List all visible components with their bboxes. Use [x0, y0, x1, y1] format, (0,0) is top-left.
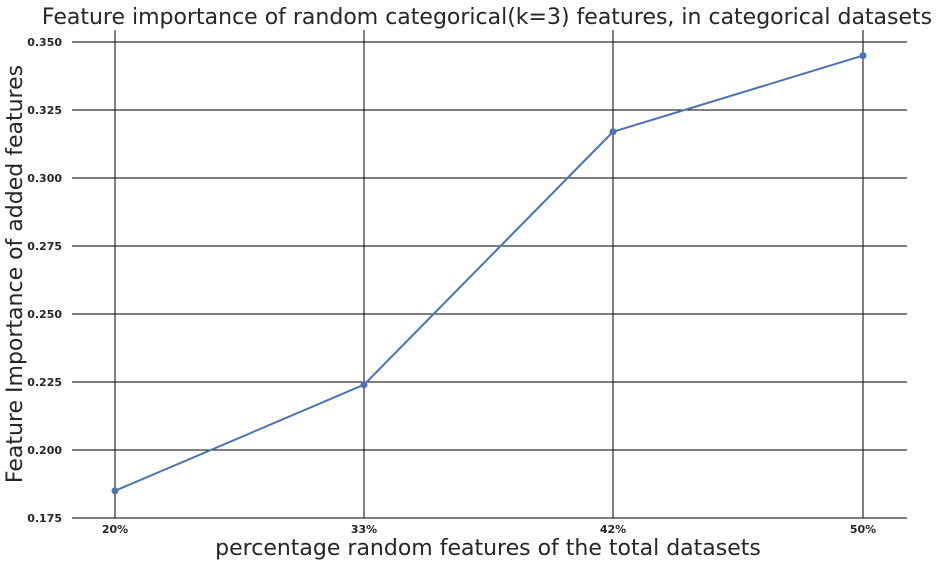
y-tick-label: 0.250 — [27, 308, 62, 321]
x-axis-label: percentage random features of the total … — [215, 536, 761, 561]
chart-title: Feature importance of random categorical… — [42, 5, 932, 30]
data-point — [360, 381, 368, 389]
data-point — [859, 52, 867, 60]
y-tick-labels: 0.175 0.200 0.225 0.250 0.275 0.300 0.325 0.350 — [27, 36, 62, 525]
x-tick-label: 33% — [351, 523, 377, 536]
grid — [72, 30, 907, 519]
data-point — [609, 128, 617, 136]
y-tick-label: 0.350 — [27, 36, 62, 49]
x-tick-label: 20% — [102, 523, 128, 536]
data-point — [111, 487, 119, 495]
series-line — [114, 54, 864, 492]
x-tick-labels: 20% 33% 42% 50% — [102, 523, 876, 536]
y-tick-label: 0.325 — [27, 104, 62, 117]
y-tick-label: 0.300 — [27, 172, 62, 185]
y-axis-label: Feature Importance of added features — [3, 65, 28, 483]
y-tick-label: 0.225 — [27, 376, 62, 389]
data-series — [111, 52, 867, 495]
y-tick-label: 0.275 — [27, 240, 62, 253]
y-tick-label: 0.200 — [27, 444, 62, 457]
x-tick-label: 50% — [850, 523, 876, 536]
x-tick-label: 42% — [600, 523, 626, 536]
y-tick-label: 0.175 — [27, 512, 62, 525]
